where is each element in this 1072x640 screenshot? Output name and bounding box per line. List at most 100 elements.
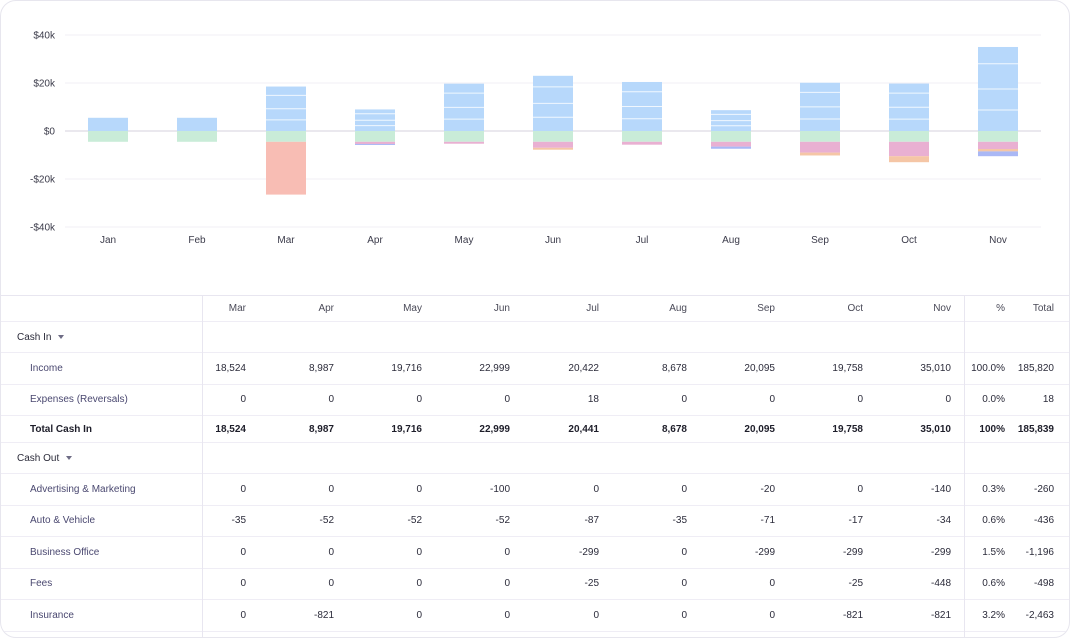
table-row: Expenses (Reversals) 0 0 0 0 18 0 0 0 0 0.0% 18 [1,385,1069,416]
cell-value: -299 [578,546,599,558]
cell-value: 19,758 [832,362,863,374]
cell-percent: 1.5% [982,546,1005,558]
cell-value: -71 [760,515,775,527]
bar-nov-cash-out-minor- [978,151,1018,157]
column-header-jul: Jul [586,303,599,314]
bar-feb-cash-out-base- [177,131,217,142]
column-divider [964,295,965,637]
cell-total: -2,463 [1025,609,1054,621]
cell-value: -52 [319,515,334,527]
cell-value: -35 [672,515,687,527]
cell-value: -821 [313,609,334,621]
bar-jun-cash-out-base- [533,131,573,142]
bar-may-cash-out-base- [444,131,484,142]
caret-down-icon[interactable] [66,456,73,460]
x-tick-label: Apr [367,235,383,246]
cell-value: 0 [328,546,334,558]
cell-value: 0 [504,546,510,558]
row-label[interactable]: Advertising & Marketing [30,483,136,495]
cell-percent: 0.3% [982,483,1005,495]
cell-value: 0 [681,546,687,558]
row-label[interactable]: Auto & Vehicle [30,515,96,527]
cell-percent: 0.6% [982,578,1005,590]
bar-nov-cash-out-base- [978,131,1018,142]
section-toggle-cash-out[interactable]: Cash Out [17,443,73,473]
table-row: Advertising & Marketing 0 0 0 -100 0 0 -20 0 -140… [1,474,1069,506]
cell-total: -260 [1033,483,1054,495]
cell-value: -100 [489,483,510,495]
cell-value: 8,678 [661,362,687,374]
cell-value: 0 [593,483,599,495]
cell-value: -52 [407,515,422,527]
total-cell-value: 22,999 [479,423,510,435]
cell-total: 18 [1042,394,1054,406]
cell-value: -140 [930,483,951,495]
bar-jun-cash-out-misc- [533,147,573,150]
bar-may-cash-out-other- [444,141,484,144]
cell-value: 0 [504,578,510,590]
cell-value: 0 [240,546,246,558]
total-row-label: Total Cash In [30,423,93,435]
cell-value: 0 [857,483,863,495]
section-toggle-cash-in[interactable]: Cash In [17,322,65,352]
row-label[interactable]: Expenses (Reversals) [30,394,128,406]
cell-value: 0 [504,394,510,406]
cell-value: 0 [681,394,687,406]
cell-value: 0 [240,578,246,590]
row-label[interactable]: Business Office [30,546,100,558]
cell-value: 18,524 [215,362,246,374]
cell-value: 0 [416,578,422,590]
table-row: Auto & Vehicle -35 -52 -52 -52 -87 -35 -71 -17 -3… [1,506,1069,537]
y-tick-label: -$40k [30,223,56,234]
cell-value: 20,422 [568,362,599,374]
cell-value: -25 [848,578,863,590]
bar-nov-cash-out-misc- [978,149,1018,152]
table-row: Insurance 0 -821 0 0 0 0 0 -821 -821 3.2% -2,463 [1,600,1069,632]
bar-oct-cash-out-misc- [889,156,929,163]
row-label[interactable]: Fees [30,578,53,590]
y-tick-label: $40k [33,31,56,42]
table-row: Income 18,524 8,987 19,716 22,999 20,422 8,678… [1,353,1069,385]
cell-value: -52 [495,515,510,527]
total-cell-total: 185,839 [1017,423,1054,435]
bar-aug-cash-out-minor- [711,146,751,149]
cell-total: -1,196 [1025,546,1054,558]
total-cell-value: 8,987 [308,423,334,435]
section-row-cash-out[interactable]: Cash Out [1,443,1069,474]
cell-value: 35,010 [920,362,951,374]
cash-flow-table: Mar Apr May Jun Jul Aug Sep Oct Nov% Total Cash In… [1,295,1069,632]
x-tick-label: Oct [901,235,917,246]
cell-value: -35 [231,515,246,527]
cell-value: -299 [930,546,951,558]
cash-flow-chart: $40k $20k $0 -$20k -$40k Jan Feb Mar Apr May Jun Ju… [30,31,1041,246]
bar-sep-cash-out-other- [800,141,840,153]
bar-aug-cash-out-other- [711,141,751,147]
x-tick-label: Feb [188,235,206,246]
x-tick-label: Sep [811,235,829,246]
cell-value: -34 [936,515,951,527]
cell-value: 0 [240,394,246,406]
bar-apr-cash-out-minor- [355,143,395,145]
cell-value: 0 [328,578,334,590]
bar-jul-cash-out-other- [622,141,662,145]
row-label[interactable]: Insurance [30,609,74,621]
section-title: Cash Out [17,452,60,464]
total-cell-value: 20,441 [568,423,599,435]
cell-value: -87 [584,515,599,527]
x-tick-label: Nov [989,235,1007,246]
bar-mar-cash-out-large- [266,141,306,195]
cell-value: 22,999 [479,362,510,374]
cell-value: -20 [760,483,775,495]
bar-sep-cash-out-base- [800,131,840,142]
cell-value: 0 [769,394,775,406]
x-tick-label: May [455,235,474,246]
column-header-jun: Jun [493,303,510,314]
total-cell-value: 20,095 [744,423,775,435]
total-cell-value: 19,758 [832,423,863,435]
column-header-apr: Apr [318,303,334,314]
caret-down-icon[interactable] [58,335,65,339]
column-header-mar: Mar [228,303,246,314]
y-tick-label: $20k [33,79,56,90]
section-row-cash-in[interactable]: Cash In [1,322,1069,353]
row-label[interactable]: Income [30,362,63,374]
